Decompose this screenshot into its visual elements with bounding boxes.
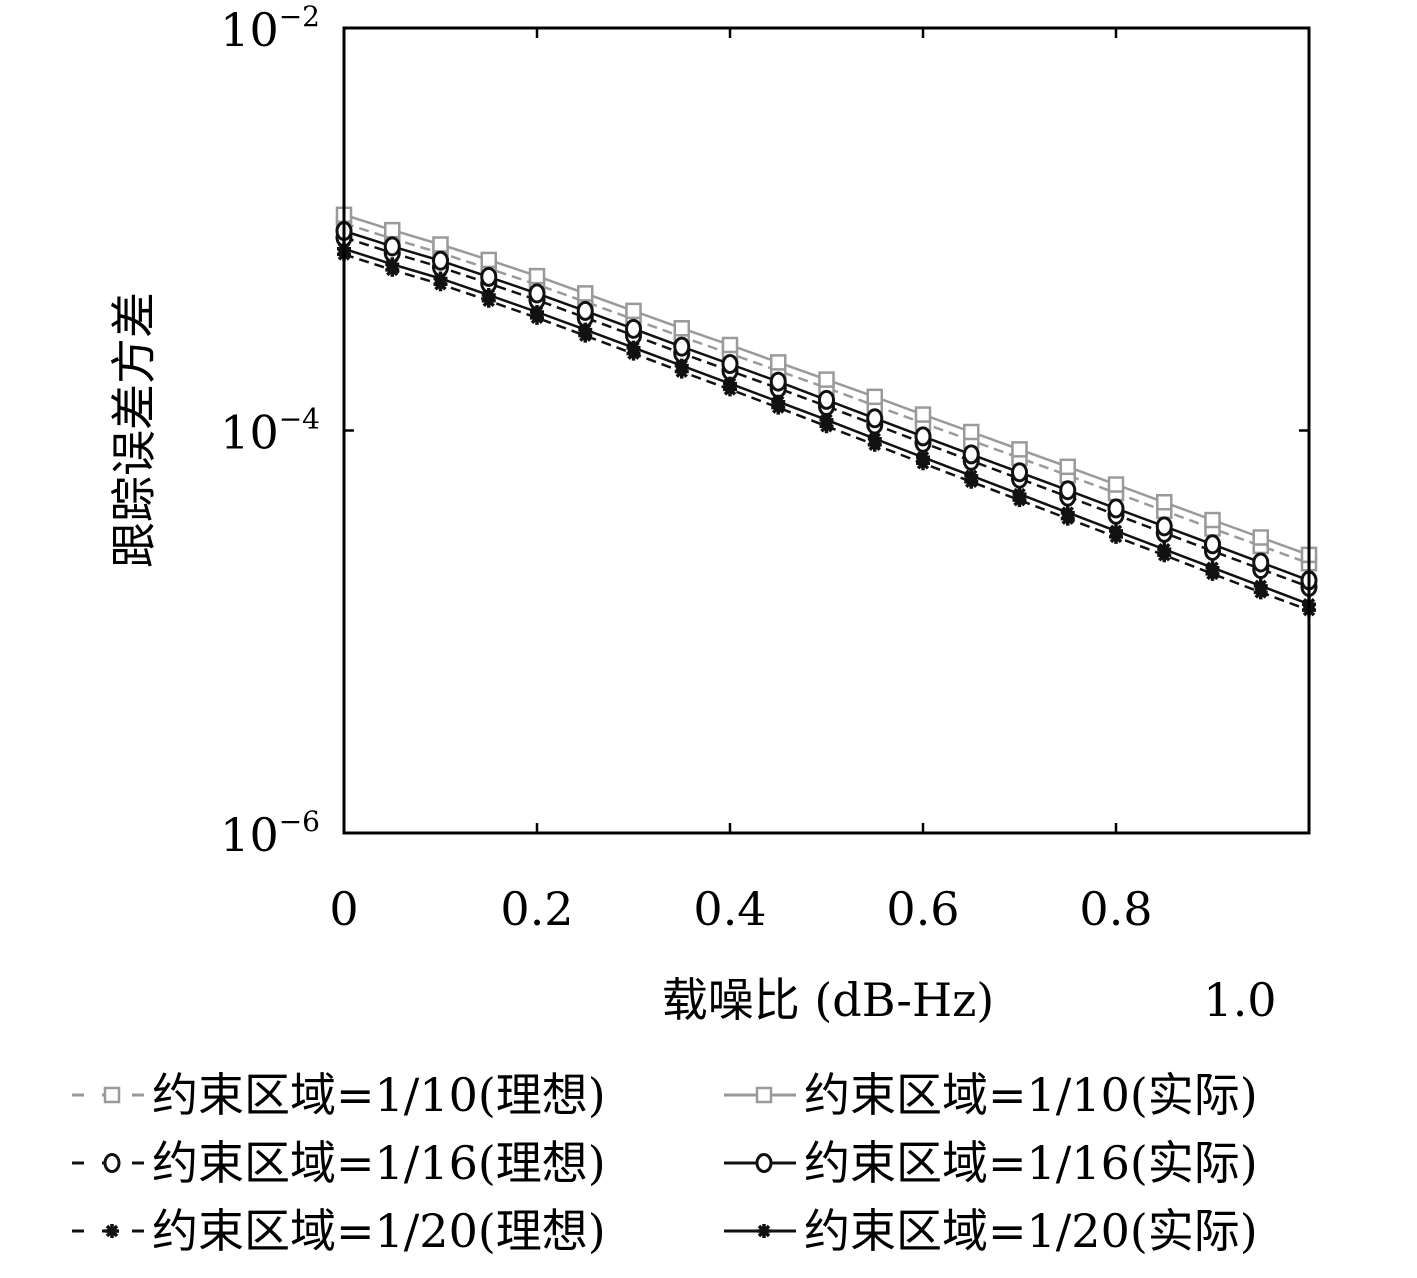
data-point bbox=[1012, 487, 1027, 502]
y-tick-label: 10−2 bbox=[220, 0, 320, 57]
data-point bbox=[1109, 523, 1123, 538]
data-point bbox=[914, 406, 932, 423]
x-tick-label: 0.4 bbox=[693, 882, 766, 936]
y-tick-label: 10−4 bbox=[220, 403, 320, 460]
legend-item: 约束区域=1/16(实际) bbox=[724, 1136, 1258, 1190]
ticks-layer: 0 0.2 0.4 0.6 0.8 10−2 10−4 10−6 bbox=[220, 0, 1309, 936]
data-point bbox=[577, 285, 594, 302]
data-point bbox=[723, 376, 737, 391]
data-point bbox=[1011, 441, 1028, 458]
data-point bbox=[1060, 505, 1075, 520]
data-point bbox=[916, 450, 930, 465]
data-point bbox=[866, 408, 884, 429]
legend-label: 约束区域=1/16(实际) bbox=[804, 1136, 1258, 1190]
labels-layer: 载噪比 (dB-Hz) 1.0 跟踪误差方差 bbox=[107, 292, 1277, 1027]
y-tick-label: 10−6 bbox=[220, 805, 320, 862]
data-point bbox=[1107, 476, 1125, 493]
data-point bbox=[1252, 529, 1269, 546]
data-point bbox=[625, 302, 642, 320]
series-line-3 bbox=[343, 236, 1310, 589]
data-point bbox=[530, 304, 544, 319]
data-point bbox=[384, 221, 401, 239]
data-point bbox=[1253, 578, 1268, 593]
data-point bbox=[770, 354, 787, 371]
data-point bbox=[673, 320, 690, 337]
data-point bbox=[867, 431, 882, 446]
data-point bbox=[432, 250, 449, 271]
x-tick-label: 0.2 bbox=[500, 882, 573, 936]
legend: 约束区域=1/10(理想) 约束区域=1/10(实际) 约束区域=1/16(理想) 约… bbox=[72, 1068, 1258, 1258]
x-tick-label: 0.8 bbox=[1079, 882, 1152, 936]
x-axis-label: 载噪比 (dB-Hz) bbox=[662, 973, 995, 1027]
data-point bbox=[480, 251, 497, 269]
data-point bbox=[771, 394, 786, 409]
data-point bbox=[914, 426, 932, 447]
legend-label: 约束区域=1/20(理想) bbox=[152, 1204, 606, 1258]
data-point bbox=[819, 412, 834, 427]
data-point bbox=[385, 257, 400, 272]
data-point bbox=[963, 423, 980, 441]
data-point bbox=[578, 322, 593, 337]
legend-marker bbox=[103, 1153, 121, 1173]
data-point bbox=[1107, 498, 1125, 519]
data-point bbox=[674, 358, 689, 373]
legend-label: 约束区域=1/16(理想) bbox=[152, 1136, 606, 1190]
data-point bbox=[1059, 480, 1077, 501]
data-point bbox=[673, 336, 691, 357]
data-point bbox=[964, 468, 979, 483]
legend-marker bbox=[757, 1224, 771, 1238]
data-point bbox=[481, 288, 496, 303]
data-point bbox=[1204, 511, 1221, 529]
data-point bbox=[1252, 552, 1270, 573]
data-point bbox=[769, 371, 787, 392]
data-point bbox=[433, 271, 448, 286]
series-4 bbox=[335, 221, 1318, 591]
series-2 bbox=[335, 206, 1318, 564]
x-tick-label: 0.6 bbox=[886, 882, 959, 936]
data-point bbox=[1157, 542, 1172, 557]
data-point bbox=[721, 354, 739, 375]
data-point bbox=[962, 444, 980, 465]
data-point bbox=[480, 266, 498, 287]
data-point bbox=[818, 371, 835, 388]
y-axis-label: 跟踪误差方差 bbox=[107, 292, 161, 568]
legend-label: 约束区域=1/10(实际) bbox=[804, 1068, 1258, 1122]
series-6 bbox=[337, 241, 1316, 612]
data-point bbox=[625, 318, 642, 339]
data-point bbox=[721, 336, 739, 354]
legend-label: 约束区域=1/10(理想) bbox=[152, 1068, 606, 1122]
series-layer bbox=[335, 206, 1318, 618]
legend-marker bbox=[755, 1086, 773, 1104]
legend-marker bbox=[755, 1153, 773, 1173]
x-tick-label: 0 bbox=[329, 882, 358, 936]
data-point bbox=[866, 388, 883, 406]
data-point bbox=[383, 236, 401, 257]
data-point bbox=[1155, 516, 1173, 537]
data-point bbox=[818, 389, 835, 410]
legend-item: 约束区域=1/10(理想) bbox=[72, 1068, 606, 1122]
x-tick-label-extra: 1.0 bbox=[1203, 973, 1276, 1027]
data-point bbox=[1011, 462, 1028, 483]
data-point bbox=[626, 340, 641, 355]
data-point bbox=[1205, 560, 1220, 575]
data-point bbox=[528, 267, 546, 285]
data-point bbox=[1156, 494, 1173, 511]
series-line-1 bbox=[343, 222, 1310, 565]
legend-marker bbox=[103, 1086, 121, 1104]
data-point bbox=[432, 236, 449, 253]
data-point bbox=[576, 300, 594, 321]
data-point bbox=[1059, 458, 1076, 476]
data-point bbox=[1204, 534, 1221, 555]
legend-label: 约束区域=1/20(实际) bbox=[804, 1204, 1258, 1258]
legend-item: 约束区域=1/20(实际) bbox=[724, 1204, 1258, 1258]
legend-item: 约束区域=1/16(理想) bbox=[72, 1136, 606, 1190]
legend-item: 约束区域=1/20(理想) bbox=[72, 1204, 606, 1258]
legend-item: 约束区域=1/10(实际) bbox=[724, 1068, 1258, 1122]
data-point bbox=[528, 283, 546, 304]
series-5 bbox=[337, 247, 1316, 618]
legend-marker bbox=[105, 1224, 119, 1238]
